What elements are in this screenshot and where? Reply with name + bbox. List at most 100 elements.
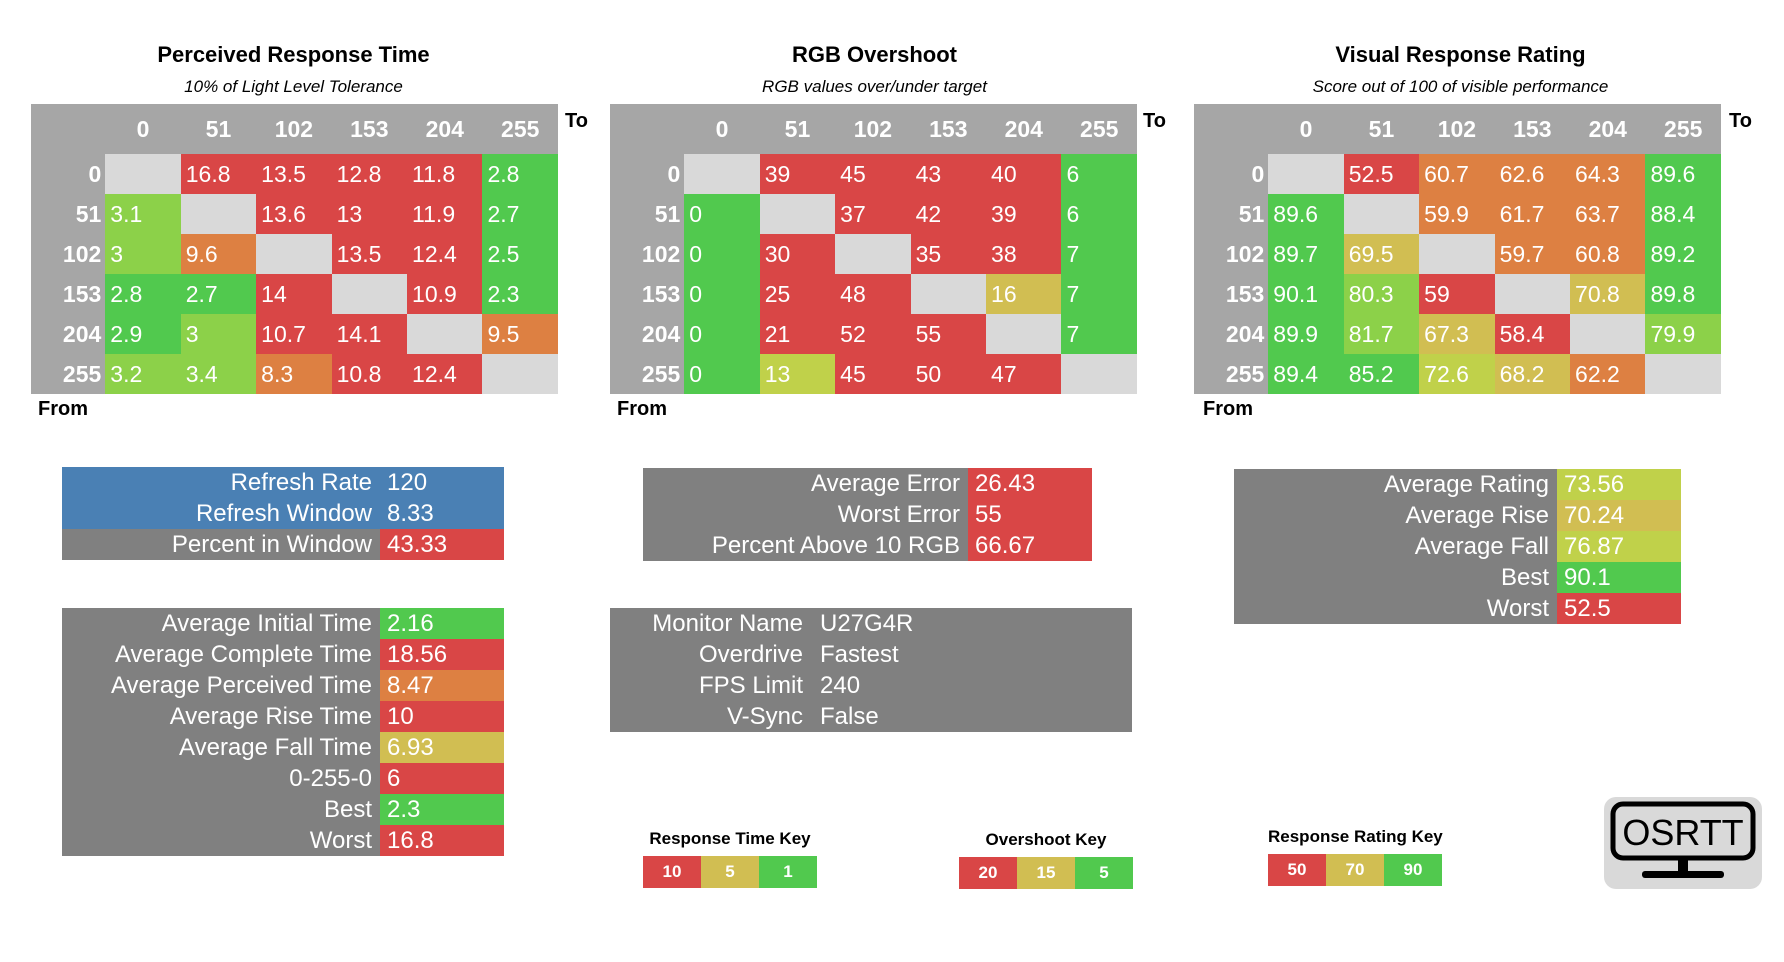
stat-value: 120 — [380, 467, 504, 498]
heatmap-cell: 89.2 — [1645, 234, 1721, 274]
heatmap-cell: 6 — [1061, 194, 1137, 234]
heatmap-cell: 7 — [1061, 274, 1137, 314]
stat-value: 55 — [968, 499, 1092, 530]
heatmap-cell: 12.4 — [407, 234, 483, 274]
heatmap-cell: 7 — [1061, 314, 1137, 354]
heatmap-cell: 37 — [835, 194, 911, 234]
column-header: 204 — [1570, 104, 1646, 154]
heatmap-cell: 69.5 — [1343, 234, 1420, 274]
stat-label: FPS Limit — [610, 670, 813, 701]
time-row: Average Rise Time 10 — [62, 701, 504, 732]
heatmap-corner-cell — [31, 104, 106, 154]
rating-row: Average Fall 76.87 — [1234, 531, 1681, 562]
overshoot-to-label: To — [1143, 110, 1166, 132]
stat-value: 52.5 — [1557, 593, 1681, 624]
stat-value: 16.8 — [380, 825, 504, 856]
heatmap-cell: 0 — [684, 274, 760, 314]
rating-key-title: Response Rating Key — [1268, 827, 1443, 846]
heatmap-cell: 70.8 — [1570, 274, 1646, 314]
heatmap-cell: 42 — [910, 194, 987, 234]
heatmap-cell: 7 — [1061, 234, 1137, 274]
heatmap-cell: 14 — [256, 274, 332, 314]
stat-label: Best — [62, 794, 380, 825]
rating-to-label: To — [1729, 110, 1752, 132]
stat-label: Average Rating — [1234, 469, 1557, 500]
stat-label: Average Rise — [1234, 500, 1557, 531]
column-header: 0 — [105, 104, 181, 154]
response-title: Perceived Response Time — [157, 42, 430, 67]
stat-label: Monitor Name — [610, 608, 813, 639]
heatmap-cell: 45 — [835, 154, 911, 194]
time-row: Average Complete Time 18.56 — [62, 639, 504, 670]
stat-value: Fastest — [813, 639, 1132, 670]
diagonal-cell — [1494, 274, 1571, 314]
heatmap-cell: 62.6 — [1494, 154, 1571, 194]
column-header: 0 — [1268, 104, 1344, 154]
key-swatch: 5 — [1075, 857, 1133, 889]
row-header: 255 — [610, 354, 685, 394]
response-subtitle: 10% of Light Level Tolerance — [184, 77, 403, 96]
heatmap-cell: 60.8 — [1570, 234, 1646, 274]
heatmap-cell: 61.7 — [1494, 194, 1571, 234]
heatmap-cell: 3.1 — [105, 194, 181, 234]
heatmap-cell: 89.8 — [1645, 274, 1721, 314]
stat-value: 76.87 — [1557, 531, 1681, 562]
heatmap-cell: 10.7 — [256, 314, 332, 354]
heatmap-cell: 89.9 — [1268, 314, 1344, 354]
diagonal-cell — [1419, 234, 1495, 274]
column-header: 51 — [759, 104, 836, 154]
heatmap-cell: 89.7 — [1268, 234, 1344, 274]
heatmap-cell: 6 — [1061, 154, 1137, 194]
heatmap-cell: 2.7 — [180, 274, 257, 314]
rating-stats: Average Rating 73.56 Average Rise 70.24 Aver… — [1234, 469, 1681, 624]
diagonal-cell — [331, 274, 408, 314]
rating-row: Average Rise 70.24 — [1234, 500, 1681, 531]
column-header: 102 — [835, 104, 911, 154]
overshoot-key: 20 15 5 — [959, 857, 1133, 889]
row-header: 102 — [1194, 234, 1269, 274]
diagonal-cell — [407, 314, 483, 354]
stat-value: 10 — [380, 701, 504, 732]
monitor-info: Monitor Name U27G4R Overdrive Fastest FPS Li… — [610, 608, 1132, 732]
column-header: 153 — [910, 104, 987, 154]
stat-label: V-Sync — [610, 701, 813, 732]
stat-value: False — [813, 701, 1132, 732]
heatmap-cell: 2.8 — [105, 274, 181, 314]
time-row: Worst 16.8 — [62, 825, 504, 856]
key-swatch: 50 — [1268, 854, 1326, 886]
heatmap-cell: 35 — [910, 234, 987, 274]
stat-label: Average Fall Time — [62, 732, 380, 763]
heatmap-cell: 3 — [105, 234, 181, 274]
refresh-row: Refresh Rate 120 — [62, 467, 504, 498]
heatmap-cell: 52.5 — [1343, 154, 1420, 194]
heatmap-cell: 67.3 — [1419, 314, 1495, 354]
column-header: 255 — [482, 104, 558, 154]
heatmap-cell: 25 — [759, 274, 836, 314]
heatmap-cell: 0 — [684, 354, 760, 394]
row-header: 51 — [1194, 194, 1269, 234]
column-header: 153 — [1494, 104, 1571, 154]
monitor-row: Monitor Name U27G4R — [610, 608, 1132, 639]
key-swatch: 20 — [959, 857, 1017, 889]
stat-label: Percent in Window — [62, 529, 380, 560]
heatmap-cell: 9.5 — [482, 314, 558, 354]
diagonal-cell — [482, 354, 558, 394]
heatmap-cell: 9.6 — [180, 234, 257, 274]
rating-from-label: From — [1203, 398, 1253, 420]
heatmap-cell: 11.9 — [407, 194, 483, 234]
heatmap-cell: 3.2 — [105, 354, 181, 394]
stat-value: 6 — [380, 763, 504, 794]
heatmap-cell: 89.6 — [1645, 154, 1721, 194]
heatmap-cell: 60.7 — [1419, 154, 1495, 194]
heatmap-cell: 8.3 — [256, 354, 332, 394]
diagonal-cell — [1570, 314, 1646, 354]
monitor-row: Overdrive Fastest — [610, 639, 1132, 670]
heatmap-cell: 64.3 — [1570, 154, 1646, 194]
stat-label: Refresh Window — [62, 498, 380, 529]
column-header: 204 — [986, 104, 1062, 154]
heatmap-cell: 88.4 — [1645, 194, 1721, 234]
stat-value: U27G4R — [813, 608, 1132, 639]
heatmap-cell: 16 — [986, 274, 1062, 314]
heatmap-cell: 13.5 — [256, 154, 332, 194]
time-row: Best 2.3 — [62, 794, 504, 825]
